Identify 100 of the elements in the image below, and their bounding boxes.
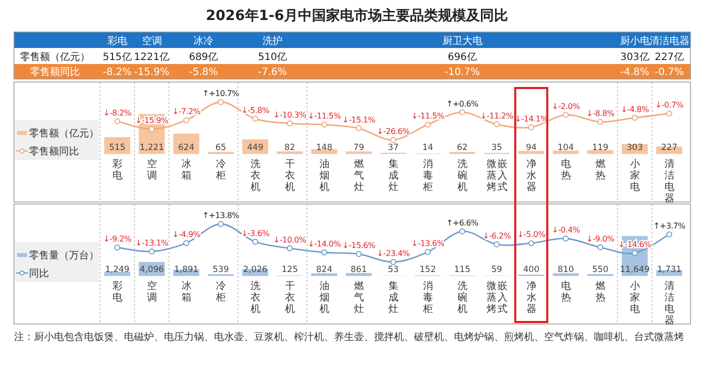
text: -5.8% bbox=[188, 67, 218, 78]
x-tick-label: 电热 bbox=[560, 280, 571, 304]
text: -10.7% bbox=[444, 67, 480, 78]
data-label: 400 bbox=[523, 265, 540, 275]
data-label: 94 bbox=[526, 143, 537, 153]
bar bbox=[311, 149, 338, 154]
data-label: ↓-26.6% bbox=[376, 127, 410, 136]
text: -8.2% bbox=[102, 67, 132, 78]
bar bbox=[104, 272, 130, 276]
category-label: 洗护 bbox=[262, 35, 282, 47]
data-label: 1,731 bbox=[657, 265, 682, 275]
category-label: 嵌入式微蒸烤 bbox=[486, 281, 508, 315]
x-tick-label: 燃气灶 bbox=[354, 158, 364, 193]
data-label: ↓-9.2% bbox=[103, 234, 132, 244]
text: 696亿 bbox=[448, 52, 477, 63]
bar bbox=[346, 151, 372, 154]
data-label: ↑+10.7% bbox=[202, 89, 240, 98]
data-label: 148 bbox=[316, 143, 332, 153]
x-tick-label: 彩电 bbox=[112, 280, 122, 304]
x-tick-label: 空调 bbox=[146, 280, 157, 304]
data-label: 104 bbox=[558, 143, 574, 153]
x-tick-label: 干衣机 bbox=[284, 159, 295, 193]
x-tick-label: 油烟机 bbox=[319, 158, 330, 193]
data-label: 65 bbox=[215, 143, 226, 153]
x-tick-label: 燃气灶 bbox=[354, 280, 364, 315]
data-label: 35 bbox=[491, 143, 502, 153]
data-label: 1,221 bbox=[140, 143, 164, 153]
category-label: 冰冷 bbox=[194, 35, 214, 47]
x-tick-label: 油烟机 bbox=[319, 280, 330, 315]
text: -0.7% bbox=[654, 67, 684, 78]
data-label: ↓-11.5% bbox=[411, 112, 445, 121]
data-label: ↓-5.8% bbox=[241, 106, 270, 115]
data-label: 624 bbox=[178, 143, 194, 153]
data-label: 119 bbox=[592, 143, 608, 153]
x-tick-label: 净水器 bbox=[526, 280, 536, 315]
data-label: 125 bbox=[282, 265, 298, 275]
bar bbox=[518, 150, 544, 154]
x-tick-label: 冷柜 bbox=[214, 280, 226, 304]
data-label: 79 bbox=[353, 143, 364, 153]
x-tick-label: 洗碗机 bbox=[457, 158, 468, 193]
x-tick-label: 燃热 bbox=[595, 158, 606, 182]
category-label: 厨小电 bbox=[620, 35, 650, 47]
category-label: 彩电 bbox=[107, 35, 128, 47]
data-label: ↓-2.0% bbox=[552, 102, 580, 111]
data-label: 303 bbox=[626, 143, 643, 153]
data-label: ↓-0.4% bbox=[552, 226, 580, 235]
data-label: ↓-11.2% bbox=[480, 111, 514, 120]
data-label: 82 bbox=[284, 143, 296, 153]
x-tick-label: 干衣机 bbox=[284, 281, 295, 315]
bar bbox=[173, 134, 200, 154]
data-label: ↓-4.9% bbox=[172, 230, 201, 240]
category-label: 清洁电器 bbox=[649, 35, 690, 47]
x-tick-label: 消毒柜 bbox=[422, 280, 433, 315]
data-label: ↓-14.1% bbox=[514, 114, 548, 124]
x-tick-label: 冰箱 bbox=[181, 280, 192, 304]
category-label: 零售额（亿元） bbox=[20, 52, 90, 63]
data-label: ↓-7.2% bbox=[172, 107, 201, 116]
data-label: 539 bbox=[212, 265, 229, 275]
legend-label: 同比 bbox=[29, 268, 49, 280]
data-label: 115 bbox=[454, 265, 470, 275]
data-label: ↓-5.0% bbox=[517, 230, 546, 240]
text: 510亿 bbox=[258, 52, 288, 63]
data-label: ↓-14.6% bbox=[618, 240, 652, 250]
x-tick-label: 消毒柜 bbox=[422, 158, 433, 193]
category-label: 零售额同比 bbox=[30, 67, 80, 78]
text: 303亿 bbox=[620, 52, 650, 63]
legend-label: 零售额（亿元） bbox=[29, 128, 99, 140]
data-label: 1,249 bbox=[105, 265, 130, 275]
data-label: ↓-15.6% bbox=[342, 241, 376, 250]
legend-label: 零售量（万台） bbox=[29, 250, 99, 262]
data-label: ↓-10.0% bbox=[273, 235, 307, 244]
text: 689亿 bbox=[188, 52, 218, 63]
bar bbox=[552, 150, 579, 154]
data-label: ↓-11.5% bbox=[308, 112, 342, 121]
data-label: 824 bbox=[316, 265, 332, 275]
data-label: ↓-14.0% bbox=[308, 239, 342, 248]
text: 515亿 bbox=[102, 52, 132, 63]
data-label: ↓-10.3% bbox=[273, 110, 307, 120]
x-tick-label: 电热 bbox=[560, 158, 571, 182]
x-tick-label: 冷柜 bbox=[214, 158, 226, 182]
x-tick-label: 彩电 bbox=[112, 158, 122, 182]
data-label: ↑+0.6% bbox=[446, 99, 479, 108]
data-label: ↓-13.1% bbox=[135, 238, 169, 248]
data-label: 227 bbox=[661, 143, 678, 153]
data-label: ↓-3.6% bbox=[241, 228, 270, 238]
data-label: 4,096 bbox=[140, 265, 164, 275]
data-label: 449 bbox=[247, 143, 264, 153]
x-tick-label: 清洁电器 bbox=[664, 280, 674, 326]
category-label: 嵌入式微蒸烤 bbox=[486, 159, 508, 193]
data-label: ↓-0.7% bbox=[655, 100, 684, 110]
text: -15.9% bbox=[134, 67, 170, 78]
data-label: 152 bbox=[420, 265, 436, 275]
bar bbox=[587, 150, 614, 154]
x-tick-label: 集成灶 bbox=[388, 158, 398, 193]
data-label: ↓-15.1% bbox=[342, 115, 376, 124]
x-tick-label: 洗衣机 bbox=[250, 158, 260, 193]
data-label: ↓-4.8% bbox=[620, 104, 650, 114]
x-tick-label: 小家电 bbox=[630, 158, 640, 193]
x-tick-label: 洗碗机 bbox=[457, 280, 468, 315]
bar bbox=[311, 273, 338, 276]
